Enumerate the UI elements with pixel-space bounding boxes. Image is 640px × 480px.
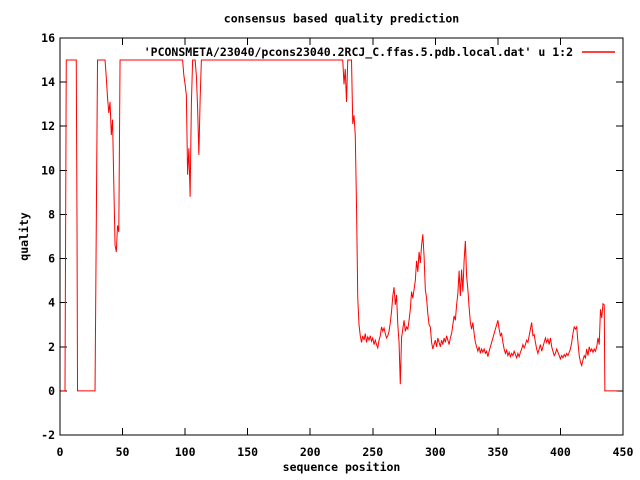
y-tick-label: 4 xyxy=(48,296,55,310)
y-tick-label: 8 xyxy=(48,207,55,221)
y-tick-label: 10 xyxy=(41,163,55,177)
x-tick-label: 450 xyxy=(613,445,634,459)
x-axis-label: sequence position xyxy=(283,460,401,474)
x-tick-label: 50 xyxy=(116,445,130,459)
y-tick-label: -2 xyxy=(41,428,55,442)
axes: 0 50 100 150 200 250 300 350 400 450-202468101214… xyxy=(41,31,633,459)
x-tick-label: 400 xyxy=(550,445,571,459)
y-tick-label: 12 xyxy=(41,119,55,133)
x-tick-label: 350 xyxy=(487,445,508,459)
plot-border xyxy=(59,37,624,436)
chart-title: consensus based quality prediction xyxy=(224,12,459,26)
legend-label: 'PCONSMETA/23040/pcons23040.2RCJ_C.ffas.… xyxy=(144,45,573,60)
y-tick-label: 6 xyxy=(48,252,55,266)
y-tick-label: 2 xyxy=(48,340,55,354)
x-tick-label: 0 xyxy=(57,445,64,459)
x-tick-label: 200 xyxy=(300,445,321,459)
y-tick-label: 0 xyxy=(48,384,55,398)
data-series-line xyxy=(61,59,618,392)
y-tick-label: 14 xyxy=(41,75,55,89)
y-axis-label: quality xyxy=(17,212,31,261)
x-tick-label: 100 xyxy=(175,445,196,459)
x-tick-label: 300 xyxy=(425,445,446,459)
y-tick-label: 16 xyxy=(41,31,55,45)
x-tick-label: 150 xyxy=(237,445,258,459)
x-tick-label: 250 xyxy=(362,445,383,459)
